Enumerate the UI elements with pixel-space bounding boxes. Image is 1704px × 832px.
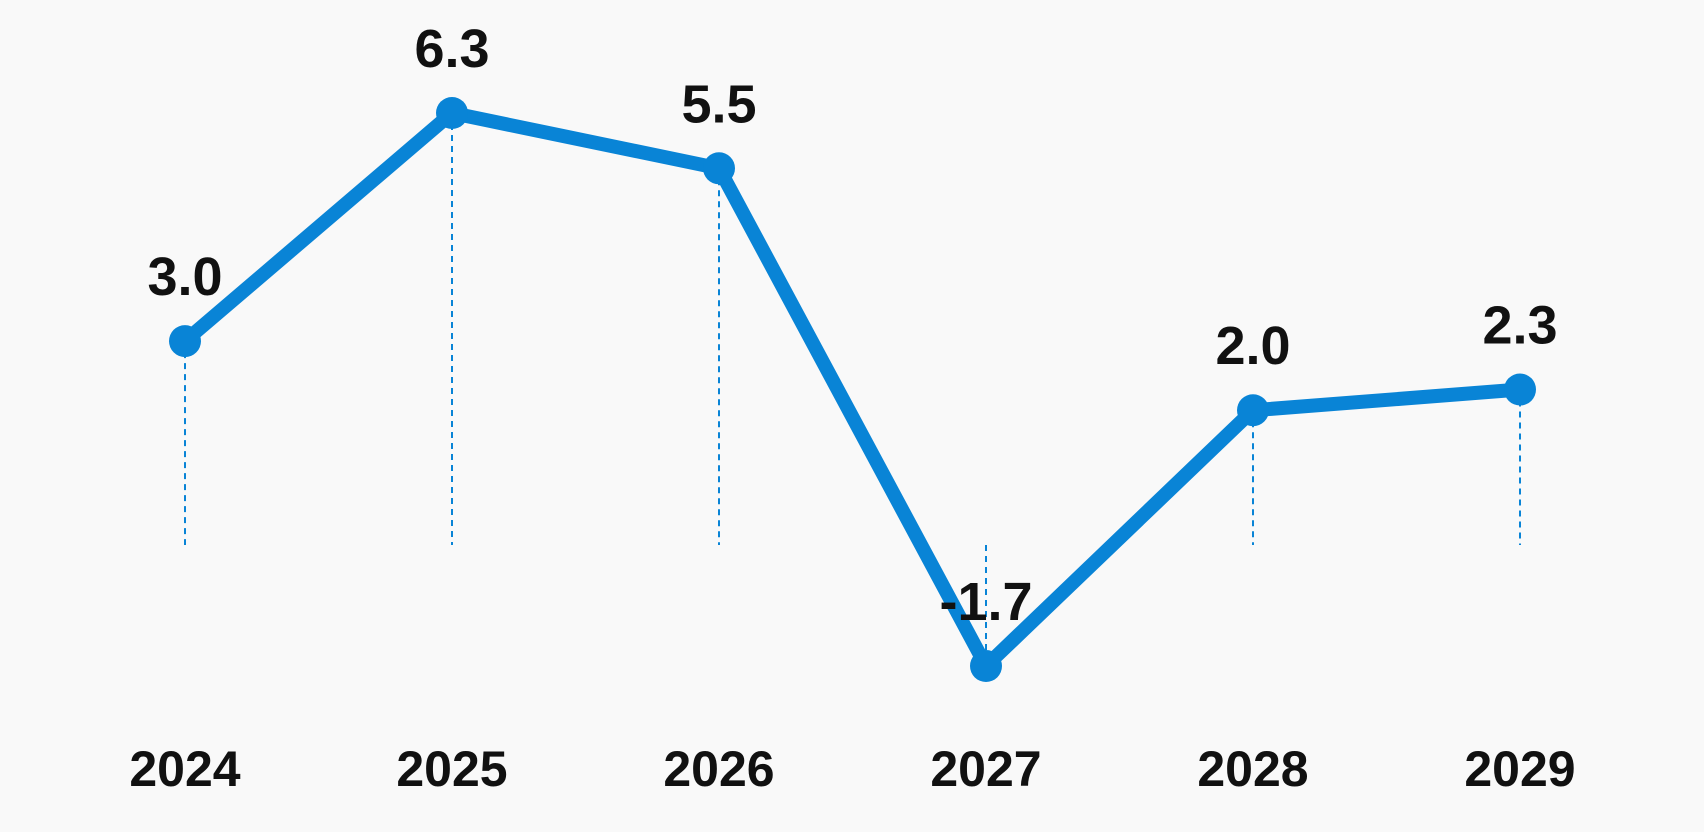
data-point-2029 — [1504, 373, 1536, 406]
data-label-2024: 3.0 — [147, 247, 222, 307]
data-labels: 3.0 6.3 5.5 -1.7 2.0 2.3 — [147, 19, 1557, 632]
data-label-2025: 6.3 — [414, 19, 489, 79]
x-tick-label-2024: 2024 — [129, 741, 240, 797]
data-point-2027 — [970, 650, 1002, 682]
x-tick-label-2025: 2025 — [396, 741, 507, 797]
data-point-2025 — [436, 97, 468, 129]
drop-lines — [184, 113, 1521, 666]
data-label-2027: -1.7 — [939, 572, 1032, 632]
x-tick-label-2028: 2028 — [1197, 741, 1308, 797]
data-point-2026 — [703, 152, 735, 185]
x-tick-label-2029: 2029 — [1464, 741, 1575, 797]
data-label-2029: 2.3 — [1482, 296, 1557, 356]
data-point-2028 — [1237, 394, 1269, 427]
x-tick-label-2027: 2027 — [930, 741, 1041, 797]
data-label-2026: 5.5 — [681, 74, 756, 134]
x-tick-label-2026: 2026 — [663, 741, 774, 797]
data-point-2024 — [169, 325, 201, 358]
x-axis-tick-labels: 2024 2025 2026 2027 2028 2029 — [129, 741, 1575, 797]
data-points — [169, 97, 1536, 682]
data-label-2028: 2.0 — [1215, 316, 1290, 376]
series-line — [178, 106, 1527, 673]
